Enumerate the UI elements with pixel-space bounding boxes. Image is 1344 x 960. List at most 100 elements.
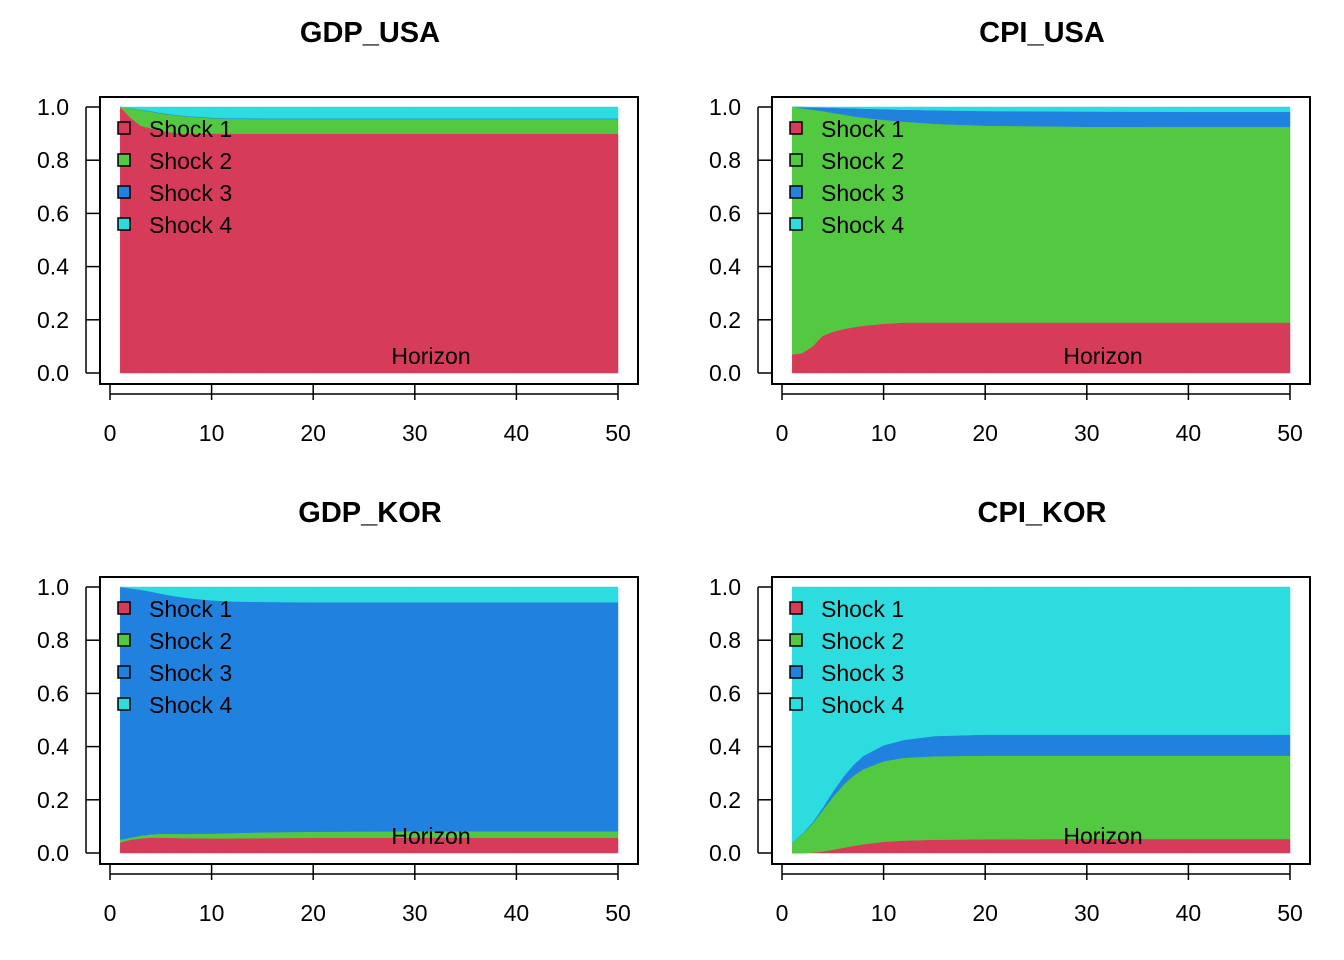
legend-label-shock-2: Shock 2	[149, 148, 232, 174]
legend-swatch-shock-4	[117, 217, 131, 231]
y-tick-label: 1.0	[709, 94, 741, 120]
legend-swatch-shock-3	[117, 665, 131, 679]
plot-frame	[99, 576, 639, 865]
legend-swatch-shock-3	[789, 185, 803, 199]
plot-frame	[771, 576, 1311, 865]
y-tick-label: 0.2	[37, 307, 69, 333]
panel-cpi-usa: CPI_USA 0.0 0.2 0.4 0.6 0.8 1.0 0 10 20 30 40 50 Hori…	[709, 17, 1311, 446]
legend-swatch-shock-2	[117, 633, 131, 647]
y-tick-label: 0.6	[37, 200, 69, 226]
y-tick-label: 1.0	[709, 574, 741, 600]
y-tick-label: 0.4	[709, 734, 741, 760]
y-tick-label: 0.6	[37, 680, 69, 706]
legend-label-shock-3: Shock 3	[149, 180, 232, 206]
area-shock-1	[119, 837, 619, 854]
legend-label-shock-2: Shock 2	[821, 148, 904, 174]
x-tick-label: 20	[972, 900, 998, 926]
x-tick-label: 20	[972, 420, 998, 446]
y-tick-label: 0.8	[37, 147, 69, 173]
x-tick-label: 0	[776, 420, 789, 446]
y-tick-label: 0.2	[37, 787, 69, 813]
legend-swatch-shock-1	[789, 601, 803, 615]
panel-cpi-kor: CPI_KOR 0.0 0.2 0.4 0.6 0.8 1.0 0 10 20 30 40 50 Hori…	[709, 497, 1311, 926]
y-tick-label: 0.2	[709, 307, 741, 333]
y-tick-label: 1.0	[37, 94, 69, 120]
x-tick-label: 40	[504, 420, 530, 446]
x-tick-label: 30	[1074, 420, 1100, 446]
legend-swatch-shock-1	[789, 121, 803, 135]
x-tick-label: 10	[199, 900, 225, 926]
legend-swatch-shock-2	[789, 153, 803, 167]
legend-swatch-shock-4	[789, 217, 803, 231]
y-tick-label: 0.8	[37, 627, 69, 653]
legend-label-shock-4: Shock 4	[821, 692, 904, 718]
y-tick-label: 0.0	[709, 840, 741, 866]
legend-label-shock-1: Shock 1	[149, 116, 232, 142]
panel-title: GDP_KOR	[298, 497, 441, 529]
x-tick-label: 10	[199, 420, 225, 446]
area-shock-1	[791, 322, 1291, 374]
legend-label-shock-3: Shock 3	[821, 660, 904, 686]
x-axis-label: Horizon	[1063, 343, 1142, 369]
y-tick-label: 0.6	[709, 200, 741, 226]
x-tick-label: 0	[104, 900, 117, 926]
panel-gdp-usa: GDP_USA 0.0 0.2 0.4 0.6 0.8 1.0 0 10 20 30 40 50 Hori…	[37, 17, 639, 446]
x-tick-label: 30	[1074, 900, 1100, 926]
y-tick-label: 1.0	[37, 574, 69, 600]
area-shock-4	[120, 586, 619, 603]
plot-frame	[771, 96, 1311, 385]
x-tick-label: 40	[504, 900, 530, 926]
legend-swatch-shock-4	[789, 697, 803, 711]
legend-label-shock-2: Shock 2	[821, 628, 904, 654]
y-tick-label: 0.8	[709, 627, 741, 653]
x-tick-label: 0	[104, 420, 117, 446]
y-tick-label: 0.2	[709, 787, 741, 813]
plot-frame	[99, 96, 639, 385]
legend-swatch-shock-2	[117, 153, 131, 167]
x-tick-label: 50	[605, 420, 631, 446]
x-tick-label: 50	[605, 900, 631, 926]
area-shock-2	[791, 755, 1291, 854]
panel-title: CPI_USA	[979, 17, 1105, 49]
y-tick-label: 0.0	[37, 360, 69, 386]
x-axis-label: Horizon	[391, 823, 470, 849]
y-tick-label: 0.8	[709, 147, 741, 173]
area-shock-4	[791, 586, 1291, 843]
x-tick-label: 50	[1277, 420, 1303, 446]
y-tick-label: 0.4	[709, 254, 741, 280]
legend-label-shock-4: Shock 4	[149, 212, 232, 238]
legend-swatch-shock-3	[789, 665, 803, 679]
x-tick-label: 20	[300, 420, 326, 446]
area-shock-1	[119, 106, 619, 374]
legend-label-shock-4: Shock 4	[821, 212, 904, 238]
x-tick-label: 30	[402, 900, 428, 926]
y-tick-label: 0.4	[37, 254, 69, 280]
y-tick-label: 0.6	[709, 680, 741, 706]
x-tick-label: 10	[871, 900, 897, 926]
x-axis-label: Horizon	[1063, 823, 1142, 849]
y-tick-label: 0.4	[37, 734, 69, 760]
legend-label-shock-3: Shock 3	[149, 660, 232, 686]
area-shock-4	[120, 106, 619, 119]
legend-label-shock-1: Shock 1	[149, 596, 232, 622]
legend-label-shock-1: Shock 1	[821, 596, 904, 622]
y-tick-label: 0.0	[709, 360, 741, 386]
x-tick-label: 20	[300, 900, 326, 926]
x-tick-label: 40	[1176, 900, 1202, 926]
panel-gdp-kor: GDP_KOR 0.0 0.2 0.4 0.6 0.8 1.0 0 10 20 30 40 50 Hori…	[37, 497, 639, 926]
legend-label-shock-3: Shock 3	[821, 180, 904, 206]
area-shock-4	[792, 106, 1291, 113]
legend-swatch-shock-3	[117, 185, 131, 199]
legend-label-shock-4: Shock 4	[149, 692, 232, 718]
panel-title: GDP_USA	[300, 17, 440, 49]
legend-label-shock-1: Shock 1	[821, 116, 904, 142]
legend-swatch-shock-1	[117, 601, 131, 615]
legend-swatch-shock-4	[117, 697, 131, 711]
x-tick-label: 50	[1277, 900, 1303, 926]
legend-swatch-shock-1	[117, 121, 131, 135]
y-tick-label: 0.0	[37, 840, 69, 866]
x-tick-label: 30	[402, 420, 428, 446]
x-tick-label: 40	[1176, 420, 1202, 446]
legend-label-shock-2: Shock 2	[149, 628, 232, 654]
